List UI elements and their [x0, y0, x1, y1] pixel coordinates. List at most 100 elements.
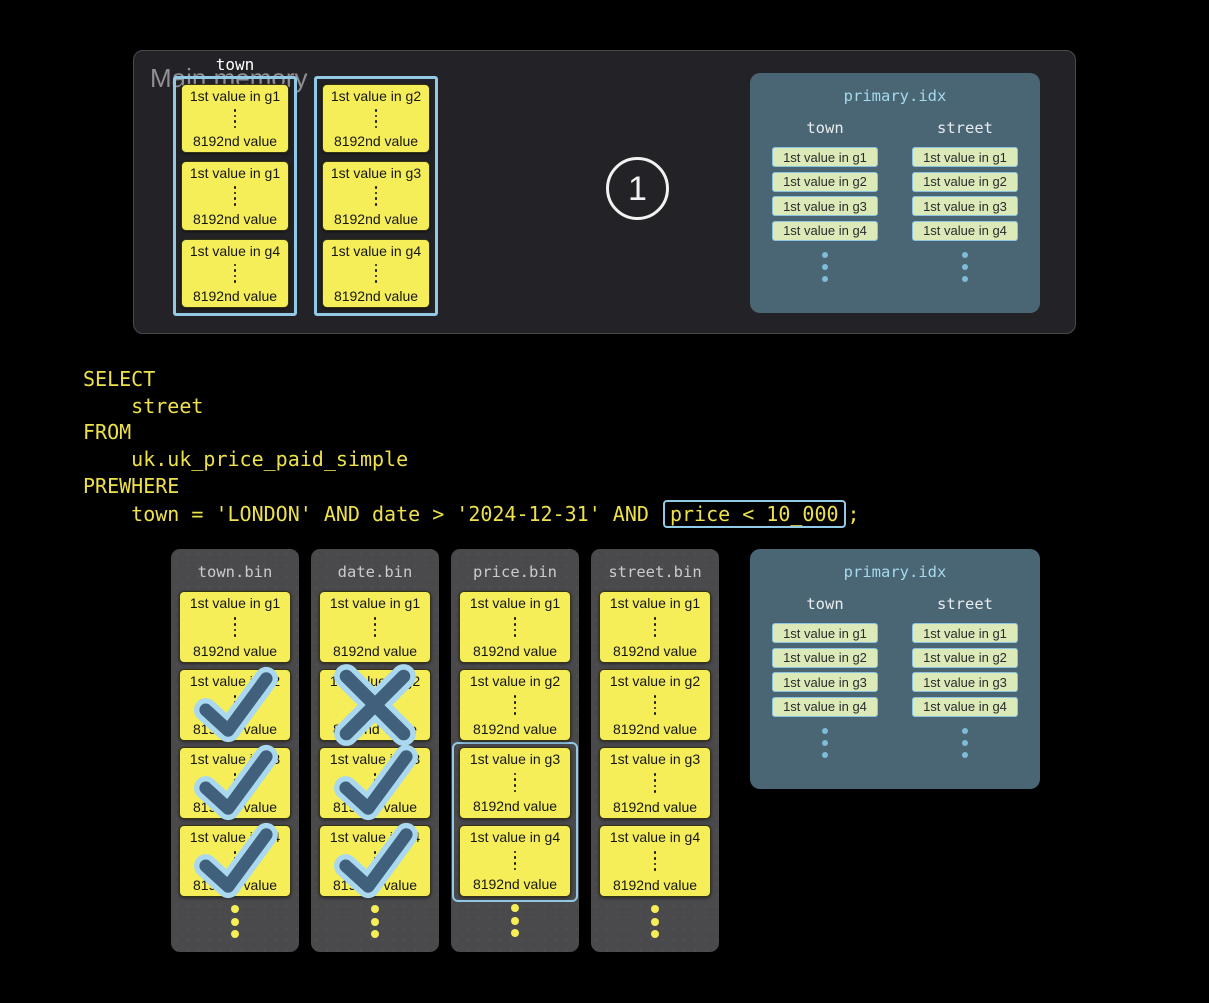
dot [373, 617, 377, 620]
dot [653, 851, 657, 854]
index-entry-chip: 1st value in g2 [772, 647, 878, 668]
dot [373, 634, 377, 637]
granule-block: 1st value in g1 8192nd value [599, 591, 711, 663]
vertical-ellipsis-icon [374, 263, 378, 283]
dot [374, 280, 378, 283]
granule-last-value-label: 8192nd value [612, 720, 698, 737]
dot [653, 856, 657, 860]
dot [374, 203, 378, 206]
granule-block: 1st value in g2 8192nd value [599, 669, 711, 741]
granule-block: 1st value in g3 8192nd value [179, 744, 291, 821]
granule-last-value-label: 8192nd value [332, 642, 418, 659]
vertical-ellipsis-icon [233, 108, 237, 129]
dot [653, 868, 657, 871]
granule-last-value-label: 8192nd value [472, 720, 558, 737]
vertical-ellipsis-icon [233, 263, 237, 283]
granule-first-value-label: 1st value in g1 [329, 595, 421, 611]
granule-first-value-label: 1st value in g1 [189, 88, 281, 104]
bin-file-title: street.bin [608, 563, 702, 581]
index-entry-chip: 1st value in g4 [912, 220, 1018, 241]
granule-first-value-label: 1st value in g2 [469, 673, 561, 689]
granule-first-value-label: 1st value in g4 [469, 828, 561, 845]
dot [374, 108, 378, 112]
granule-block: 1st value in g4 8192nd value [179, 822, 291, 899]
dot [513, 856, 517, 859]
check-icon [186, 742, 284, 824]
granule-first-value-label: 1st value in g3 [469, 750, 561, 767]
dot [653, 695, 657, 698]
primary-index-column-label: town [806, 595, 844, 613]
dot [653, 628, 657, 632]
vertical-ellipsis-icon [171, 905, 299, 938]
dot [231, 917, 239, 926]
granule-last-value-label: 8192nd value [192, 642, 278, 659]
granule-block: 1st value in g1 8192nd value [459, 591, 571, 663]
granule-last-value-label: 8192nd value [333, 287, 419, 304]
dot [822, 276, 828, 282]
dot [822, 264, 828, 270]
index-entry-chip: 1st value in g4 [772, 220, 878, 241]
index-entry-chip: 1st value in g1 [772, 623, 878, 643]
dot [513, 617, 517, 620]
dot [513, 867, 517, 871]
primary-index-column-town: town 1st value in g1 1st value in g2 1st va… [772, 595, 878, 758]
dot [374, 274, 378, 278]
index-entry-chip: 1st value in g1 [772, 147, 878, 167]
step-1-badge: 1 [606, 157, 669, 220]
sql-query: SELECT street FROM uk.uk_price_paid_simp… [83, 367, 860, 528]
dot [233, 108, 237, 112]
granule-first-value-label: 1st value in g3 [609, 751, 701, 767]
granule-first-value-label: 1st value in g2 [609, 673, 701, 689]
bin-column-date-bin: date.bin 1st value in g1 8192nd value 1st v… [311, 549, 439, 952]
granule-block: 1st value in g1 8192nd value [181, 161, 289, 231]
index-entry-chip: 1st value in g2 [912, 171, 1018, 192]
primary-index-title: primary.idx [843, 563, 947, 581]
dot [374, 125, 378, 129]
granule-last-value-label: 8192nd value [612, 642, 698, 659]
vertical-ellipsis-icon [653, 617, 657, 637]
dot [374, 263, 378, 267]
primary-index-column-label: street [937, 119, 993, 137]
dot [822, 252, 828, 258]
dot [653, 712, 657, 715]
dot [513, 628, 517, 632]
vertical-ellipsis-icon [233, 186, 237, 206]
granule-last-value-label: 8192nd value [472, 642, 558, 659]
check-icon [326, 820, 424, 902]
primary-index-column-label: street [937, 595, 993, 613]
index-entry-chip: 1st value in g1 [912, 623, 1018, 643]
vertical-ellipsis-icon [513, 695, 517, 715]
check-icon [186, 820, 284, 902]
vertical-ellipsis-icon [513, 772, 517, 793]
bin-column-street-bin: street.bin 1st value in g1 8192nd value 1st… [591, 549, 719, 952]
dot [962, 740, 968, 746]
granule-first-value-label: 1st value in g4 [609, 829, 701, 845]
index-entry-chip: 1st value in g2 [912, 647, 1018, 668]
primary-index-column-street: street 1st value in g1 1st value in g2 1st … [912, 119, 1018, 282]
primary-index-columns: town 1st value in g1 1st value in g2 1st va… [750, 119, 1040, 282]
index-entry-chip: 1st value in g3 [772, 672, 878, 692]
dot [231, 905, 239, 913]
granule-first-value-label: 1st value in g4 [330, 242, 422, 259]
granule-first-value-label: 1st value in g4 [189, 242, 281, 259]
dot [822, 752, 828, 758]
dot [513, 778, 517, 781]
loaded-granule-stack-1: 1st value in g1 8192nd value 1st value in … [173, 76, 297, 316]
granule-last-value-label: 8192nd value [192, 133, 278, 150]
index-entry-chip: 1st value in g4 [772, 696, 878, 717]
dot [653, 700, 657, 704]
dot [233, 634, 237, 637]
dot [653, 862, 657, 866]
dot [962, 264, 968, 270]
vertical-ellipsis-icon [962, 728, 968, 758]
index-entry-chip: 1st value in g4 [912, 696, 1018, 717]
granule-block: 1st value in g4 8192nd value [599, 825, 711, 897]
dot [233, 622, 237, 626]
dot [962, 252, 968, 258]
dot [373, 628, 377, 632]
granule-block: 1st value in g3 8192nd value [319, 744, 431, 821]
dot [374, 191, 378, 195]
bin-column-town-bin: town.bin 1st value in g1 8192nd value 1st v… [171, 549, 299, 952]
granule-first-value-label: 1st value in g1 [469, 595, 561, 611]
